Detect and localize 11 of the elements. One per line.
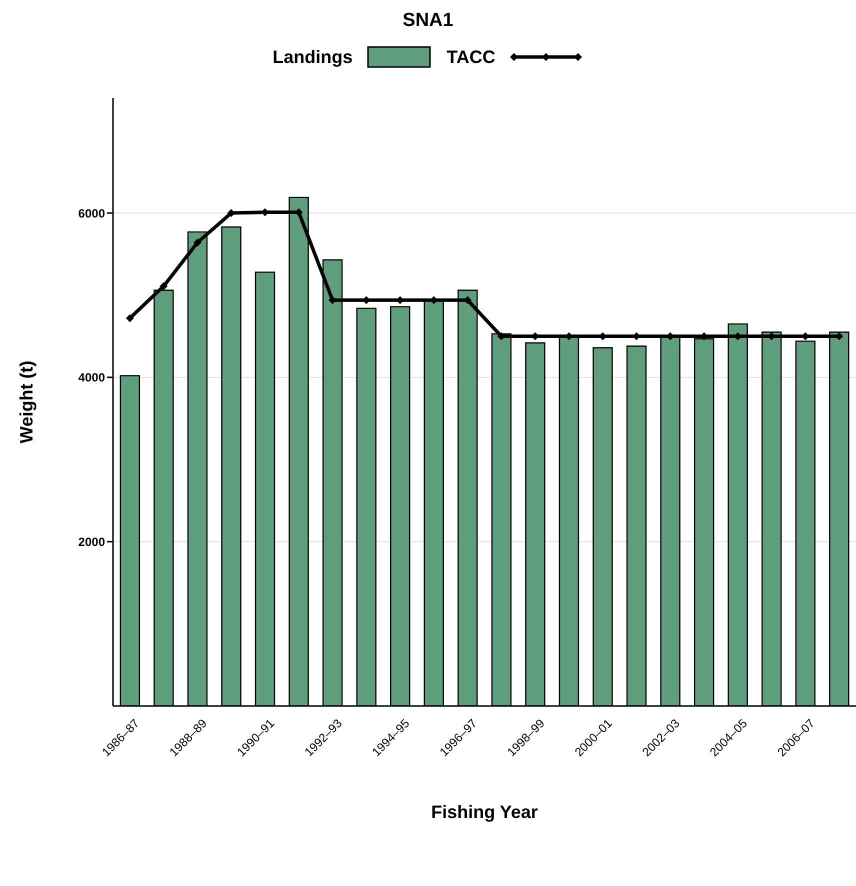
y-tick-label: 6000 — [78, 206, 106, 220]
point — [193, 238, 202, 247]
point — [160, 282, 168, 290]
legend-label: TACC — [446, 46, 496, 68]
chart-title: SNA1 — [402, 10, 454, 32]
y-tick-label: 4000 — [78, 370, 106, 385]
y-tick-label: 2000 — [78, 534, 106, 549]
legend-label: Landings — [272, 46, 353, 68]
y-axis-title: Weight (t) — [16, 360, 36, 444]
x-axis-title: Fishing Year — [431, 802, 538, 822]
point — [126, 314, 134, 322]
